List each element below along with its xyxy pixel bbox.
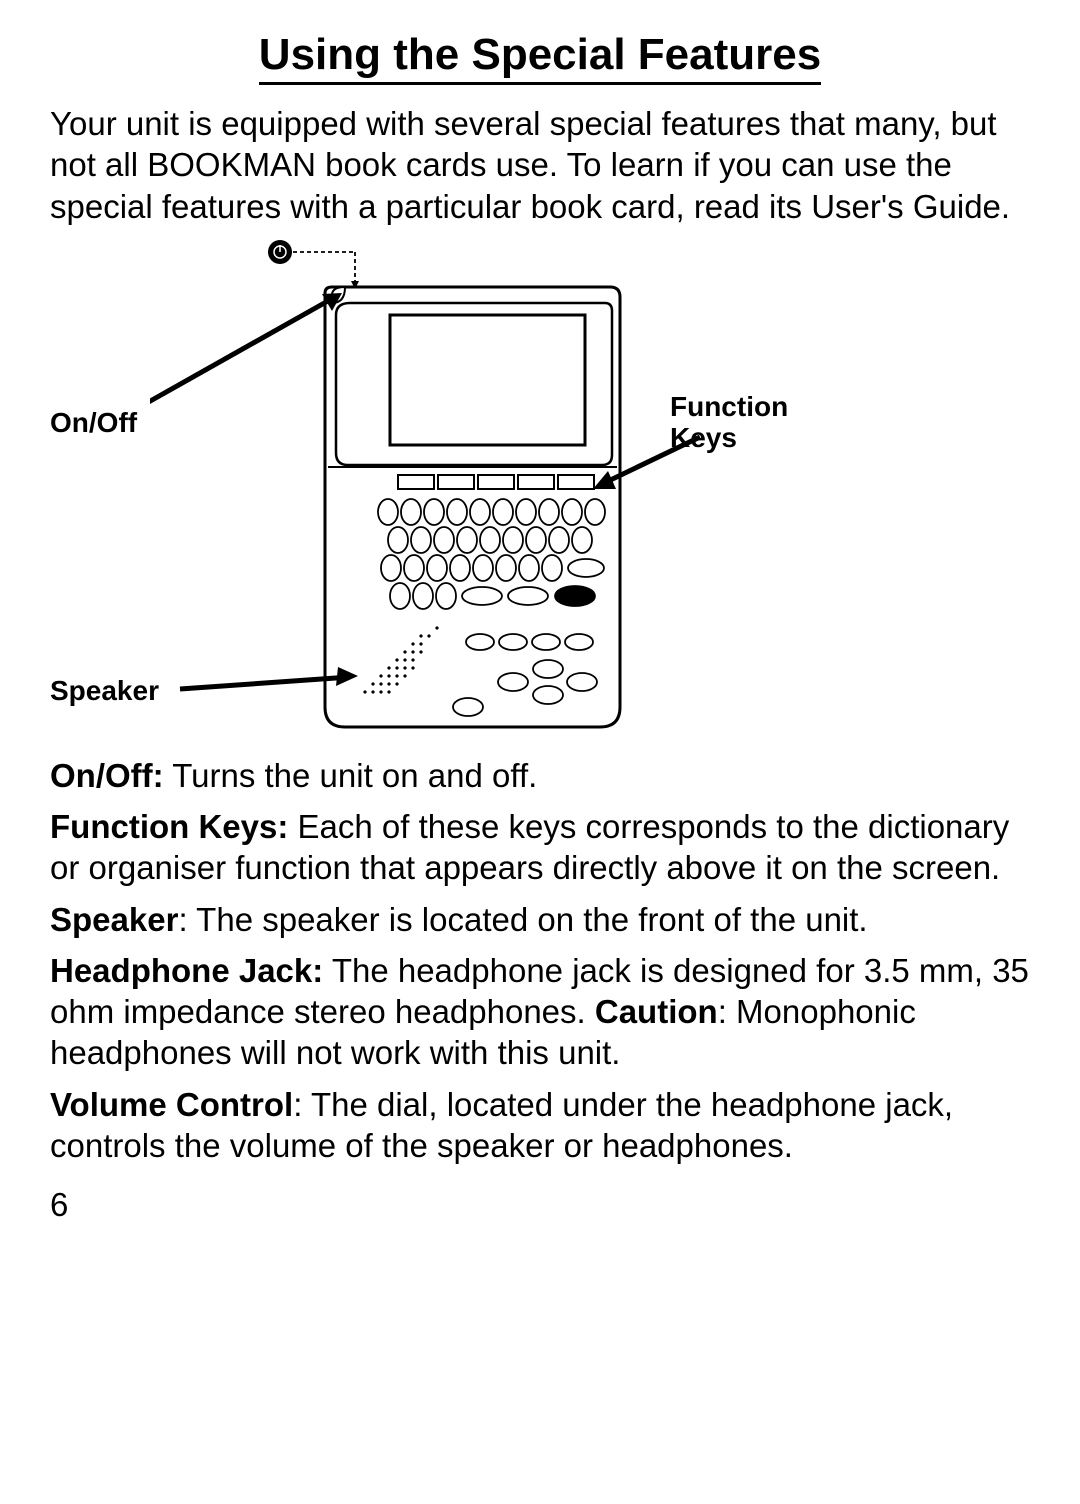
desc-speaker: Speaker: The speaker is located on the f… bbox=[50, 899, 1030, 940]
page-title: Using the Special Features bbox=[259, 30, 821, 85]
desc-onoff: On/Off: Turns the unit on and off. bbox=[50, 755, 1030, 796]
label-speaker: Speaker bbox=[50, 675, 159, 707]
desc-function-keys: Function Keys: Each of these keys corres… bbox=[50, 806, 1030, 889]
device-diagram: On/Off Function Keys Speaker bbox=[50, 237, 1030, 737]
descriptions: On/Off: Turns the unit on and off. Funct… bbox=[50, 755, 1030, 1166]
device-illustration bbox=[150, 237, 710, 737]
desc-headphone-jack: Headphone Jack: The headphone jack is de… bbox=[50, 950, 1030, 1074]
intro-paragraph: Your unit is equipped with several speci… bbox=[50, 103, 1030, 227]
page-number: 6 bbox=[50, 1186, 68, 1224]
label-onoff: On/Off bbox=[50, 407, 137, 439]
desc-volume-control: Volume Control: The dial, located under … bbox=[50, 1084, 1030, 1167]
